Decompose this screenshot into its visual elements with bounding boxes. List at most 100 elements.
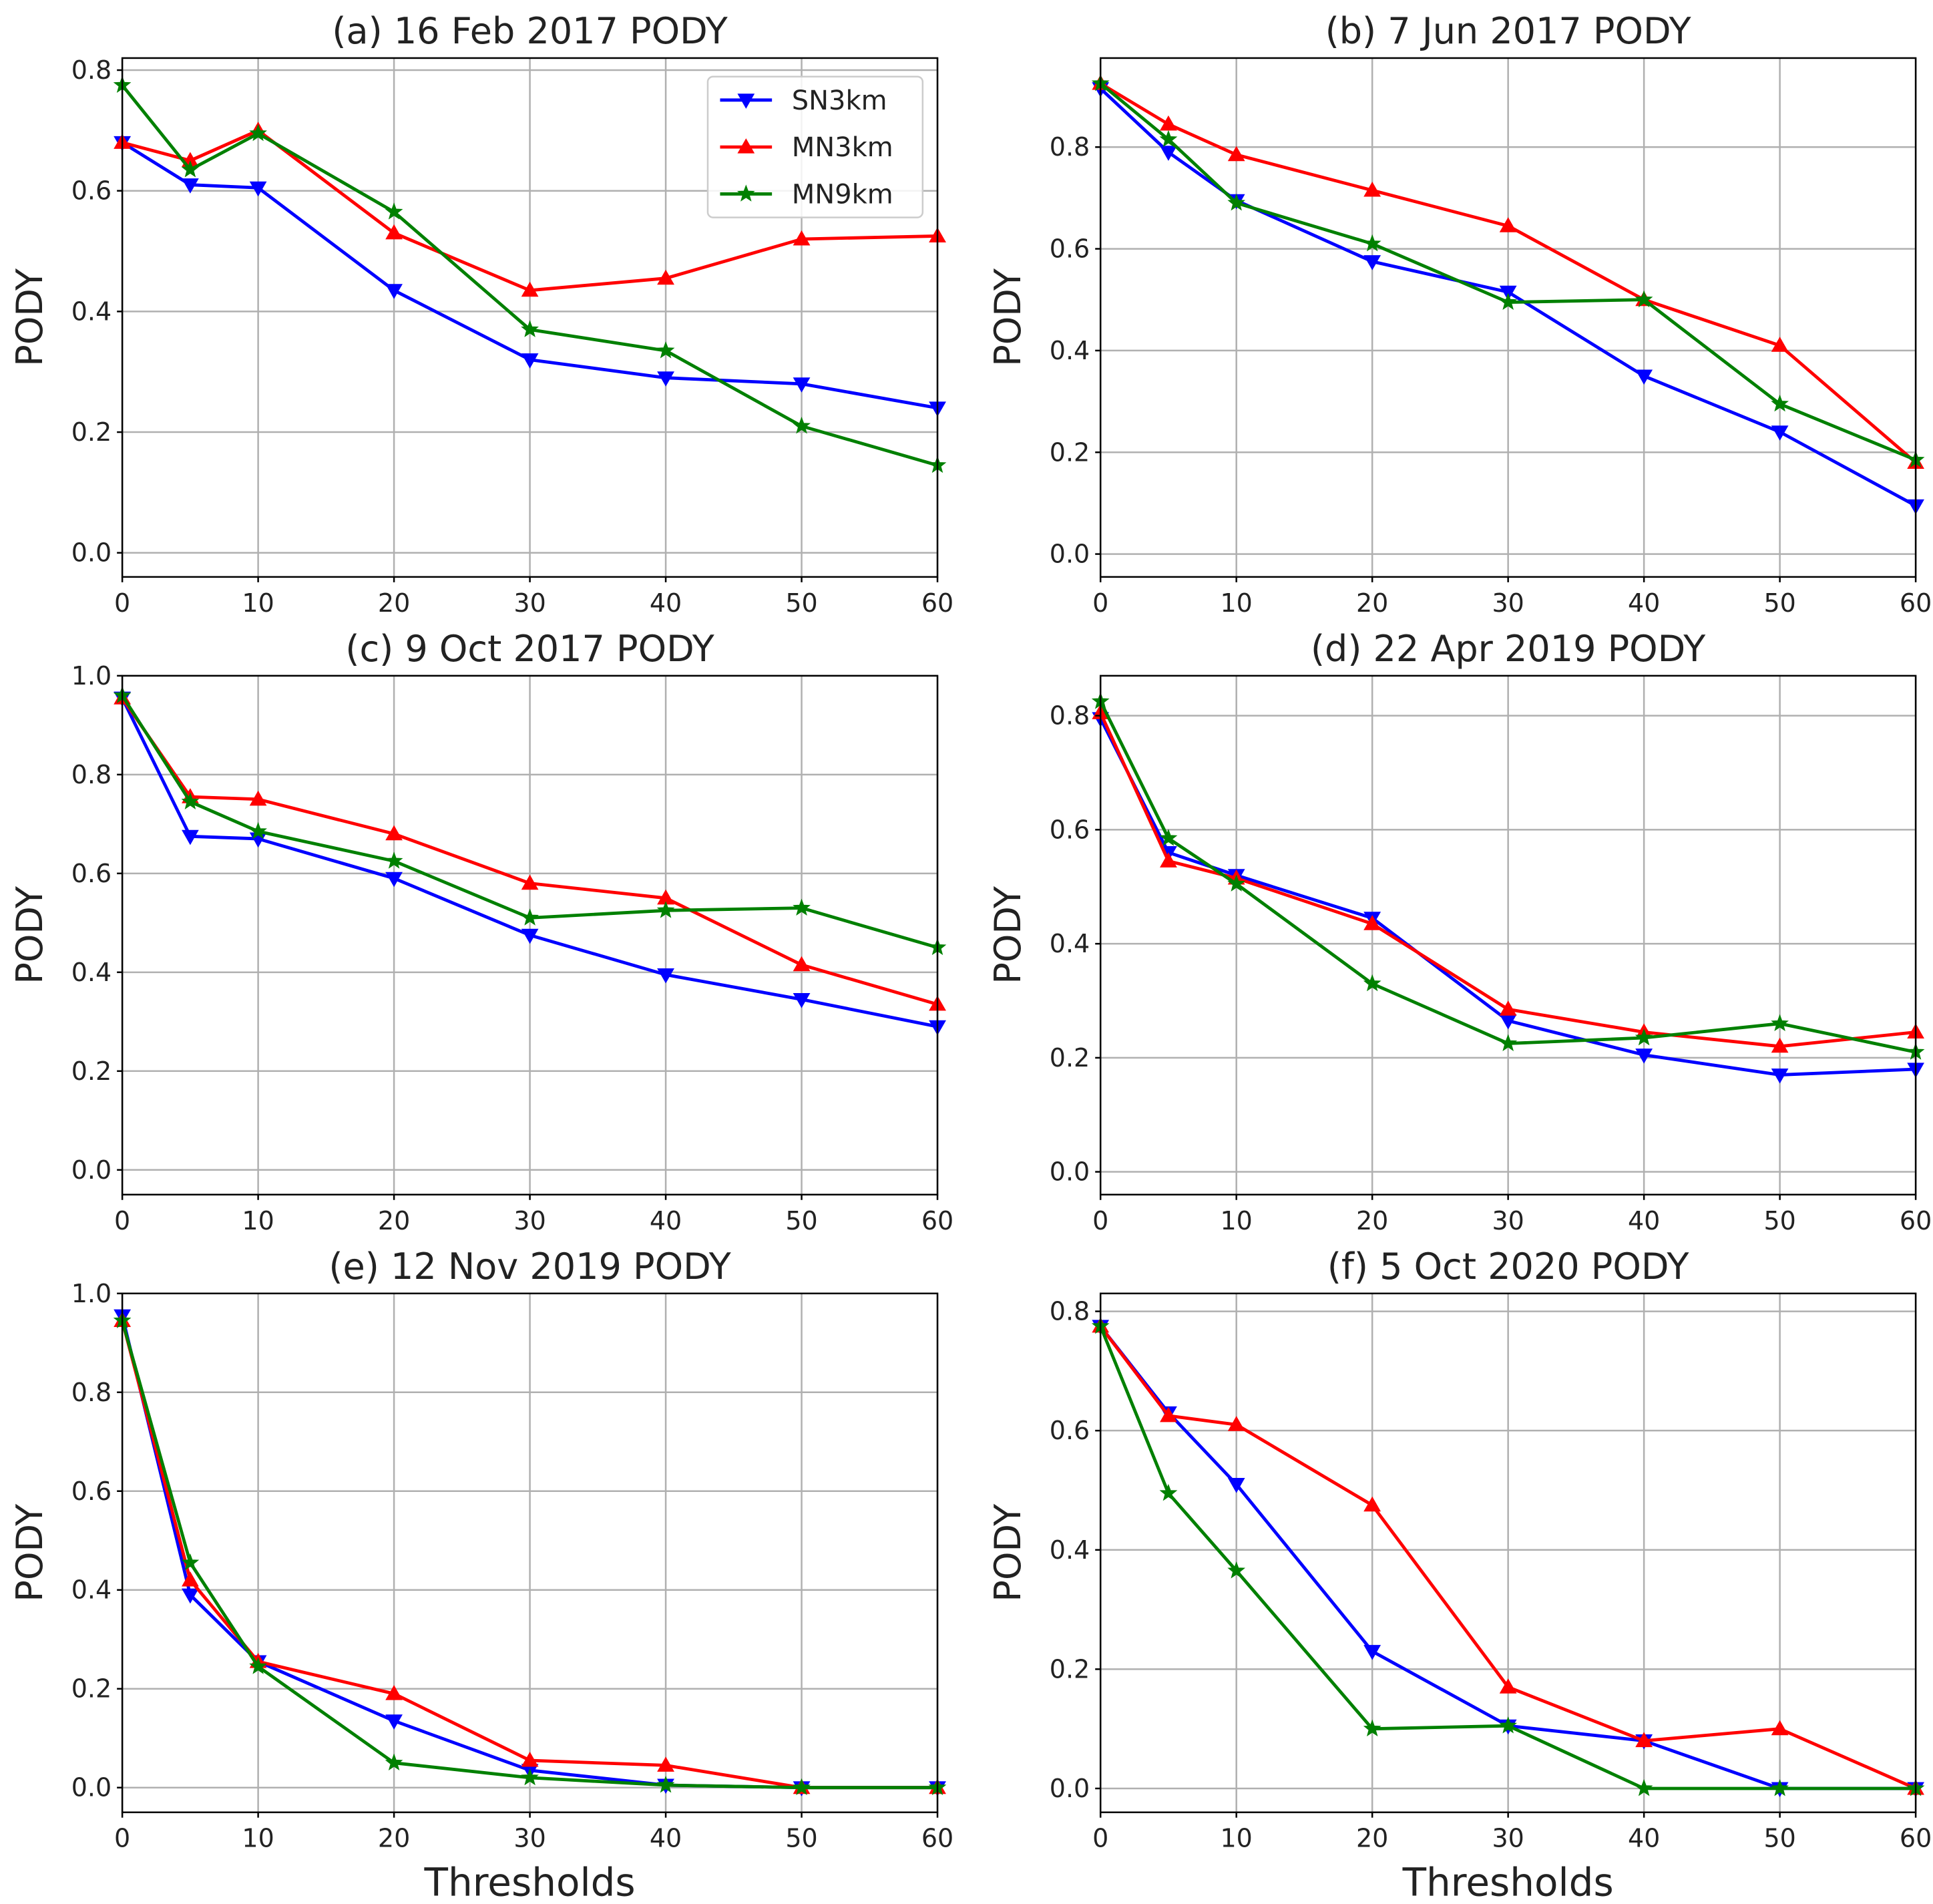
y-tick-label: 0.8: [71, 1378, 112, 1407]
y-axis-label: PODY: [987, 1503, 1029, 1602]
data-point: [1635, 1778, 1653, 1796]
panel-f: 0 10 20 30 40 50 60 0.0 0.2 0.4 0.6 0.8 (f) 5 Oct 20…: [987, 1246, 1932, 1904]
data-point: [793, 230, 811, 246]
legend-label-MN3km: MN3km: [792, 132, 893, 163]
y-tick-label: 0.6: [1050, 815, 1090, 844]
legend-label-MN9km: MN9km: [792, 179, 893, 210]
y-tick-label: 0.2: [71, 1674, 112, 1704]
y-tick-label: 0.6: [71, 1477, 112, 1506]
y-axis-label: PODY: [987, 268, 1029, 367]
series-line-MN3km: [120, 1320, 937, 1790]
data-point: [1160, 852, 1177, 868]
data-point: [1363, 915, 1381, 930]
data-point: [249, 1657, 267, 1674]
y-tick-label: 0.6: [71, 176, 112, 206]
data-point: [249, 124, 267, 142]
x-tick-label: 60: [1900, 1206, 1932, 1235]
data-point: [1227, 193, 1246, 211]
y-tick-label: 0.8: [71, 55, 112, 85]
data-point: [1159, 1483, 1178, 1501]
y-tick-label: 0.2: [1050, 1654, 1090, 1684]
y-tick-label: 0.2: [71, 417, 112, 447]
x-tick-label: 30: [513, 1824, 546, 1853]
data-point: [182, 1588, 199, 1604]
data-point: [1160, 146, 1177, 161]
data-point: [1771, 394, 1789, 412]
x-tick-label: 30: [1492, 1824, 1524, 1853]
data-point: [1771, 1037, 1789, 1053]
data-point: [793, 377, 811, 393]
data-point: [1771, 337, 1789, 352]
data-point: [793, 416, 811, 434]
data-point: [1771, 425, 1789, 441]
x-tick-label: 50: [1763, 1206, 1795, 1235]
data-point: [1363, 255, 1381, 270]
data-point: [1771, 1014, 1789, 1032]
legend-label-SN3km: SN3km: [792, 85, 887, 116]
series-line-SN3km: [1099, 87, 1917, 508]
series-line-MN9km: [120, 1320, 937, 1790]
x-axis-label: Thresholds: [424, 1860, 636, 1904]
y-tick-label: 0.4: [1050, 1535, 1090, 1565]
data-point: [1363, 1719, 1381, 1737]
panel-title: (d) 22 Apr 2019 PODY: [1311, 628, 1706, 670]
series-line-SN3km: [120, 697, 938, 1028]
y-axis-label: PODY: [9, 1503, 51, 1602]
data-point: [521, 874, 539, 890]
x-tick-label: 30: [1492, 1206, 1524, 1235]
data-point: [1635, 1049, 1653, 1064]
data-point: [1227, 1416, 1245, 1431]
x-tick-label: 0: [1092, 1206, 1108, 1235]
data-point: [1363, 1645, 1381, 1660]
legend: SN3km MN3km MN9km: [706, 75, 924, 218]
series-line-MN3km: [1099, 81, 1917, 464]
x-tick-label: 30: [1492, 588, 1524, 618]
y-tick-label: 0.6: [71, 859, 112, 888]
panel-e: 0 10 20 30 40 50 60 0.0 0.2 0.4 0.6 0.8 1.0 (e) 12 No…: [9, 1246, 953, 1904]
series-line-MN3km: [121, 697, 938, 1006]
series-line-MN9km: [1099, 701, 1916, 1054]
y-axis-label: PODY: [9, 886, 51, 984]
data-point: [1160, 115, 1177, 131]
data-point: [657, 371, 674, 387]
x-tick-label: 20: [378, 588, 410, 618]
series-line-SN3km: [121, 141, 938, 410]
x-tick-label: 60: [921, 1206, 953, 1235]
x-tick-label: 60: [921, 588, 953, 618]
x-tick-label: 40: [650, 1206, 682, 1235]
data-point: [385, 224, 403, 240]
y-tick-label: 0.0: [71, 1773, 112, 1802]
x-tick-label: 20: [1356, 588, 1388, 618]
y-tick-label: 0.4: [1050, 929, 1090, 958]
data-point: [385, 872, 403, 888]
x-tick-label: 60: [921, 1824, 953, 1853]
x-tick-label: 20: [378, 1824, 410, 1853]
legend-box: [706, 75, 924, 218]
y-tick-label: 0.0: [1050, 540, 1090, 569]
series-line-SN3km: [1099, 717, 1916, 1077]
data-point: [385, 825, 403, 841]
y-tick-label: 0.4: [71, 958, 112, 987]
y-axis-label: PODY: [987, 886, 1029, 984]
data-point: [1499, 1034, 1518, 1051]
data-point: [1635, 1028, 1653, 1046]
data-point: [1635, 1732, 1653, 1748]
data-point: [793, 1778, 811, 1796]
data-point: [385, 284, 403, 299]
data-point: [182, 829, 199, 845]
x-tick-label: 50: [1763, 588, 1795, 618]
data-point: [249, 821, 267, 839]
data-point: [1363, 1496, 1381, 1512]
data-point: [1363, 974, 1381, 992]
y-tick-label: 0.4: [71, 1575, 112, 1605]
data-point: [1227, 1478, 1245, 1493]
data-point: [181, 160, 200, 178]
y-tick-label: 0.2: [1050, 437, 1090, 467]
x-tick-label: 10: [242, 588, 274, 618]
data-point: [1771, 1778, 1789, 1796]
data-point: [793, 956, 811, 972]
x-axis-label: Thresholds: [1402, 1860, 1614, 1904]
data-point: [1635, 369, 1653, 385]
x-tick-label: 60: [1900, 588, 1932, 618]
